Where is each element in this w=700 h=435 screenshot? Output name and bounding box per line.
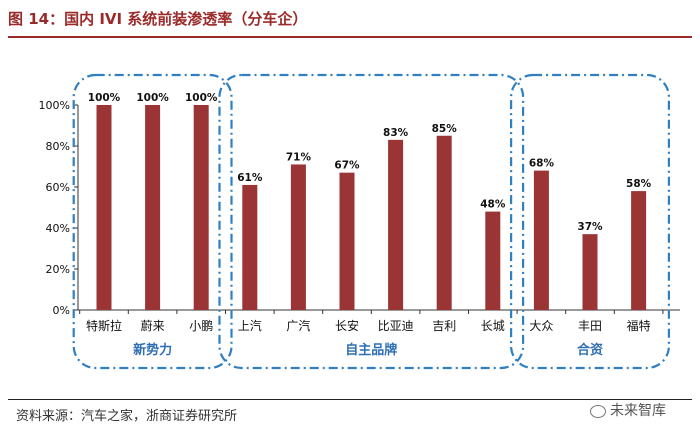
y-tick-label: 40% bbox=[46, 222, 70, 235]
group-boxes: 新势力 自主品牌 合资 bbox=[72, 73, 671, 370]
bar bbox=[436, 135, 452, 310]
data-label: 61% bbox=[237, 172, 263, 184]
data-label: 100% bbox=[185, 92, 218, 104]
title-underline bbox=[8, 36, 692, 38]
source-rule bbox=[8, 399, 692, 400]
data-label: 100% bbox=[136, 92, 169, 104]
x-tick-label: 蔚来 bbox=[141, 319, 165, 333]
data-label: 100% bbox=[88, 92, 121, 104]
bar bbox=[242, 184, 258, 310]
bar bbox=[339, 172, 355, 310]
x-tick-label: 小鹏 bbox=[189, 319, 213, 333]
data-label: 67% bbox=[334, 160, 360, 172]
bar bbox=[631, 191, 647, 310]
x-tick-label: 丰田 bbox=[578, 319, 602, 333]
bar bbox=[582, 234, 598, 310]
group-box bbox=[218, 73, 525, 370]
bar bbox=[388, 139, 404, 310]
x-tick-label: 吉利 bbox=[432, 319, 456, 333]
bar bbox=[290, 164, 306, 310]
y-tick-label: 80% bbox=[46, 140, 70, 153]
group-box bbox=[510, 73, 671, 370]
figure-title: 图 14：国内 IVI 系统前装渗透率（分车企） bbox=[8, 10, 308, 28]
x-tick-label: 特斯拉 bbox=[86, 318, 122, 333]
penetration-bar-chart: 0% 20% 40% 60% 80% 100% 特斯拉 蔚来 小鹏 上汽 广汽 长安 比亚迪 吉利 长城 大众… bbox=[39, 73, 680, 370]
data-label: 68% bbox=[529, 158, 555, 170]
data-label: 85% bbox=[432, 123, 458, 135]
bar bbox=[485, 211, 501, 310]
x-tick-label: 长城 bbox=[481, 319, 505, 333]
group-label: 自主品牌 bbox=[345, 342, 397, 358]
x-tick-label: 大众 bbox=[529, 319, 553, 333]
group-box bbox=[72, 73, 233, 370]
data-label: 71% bbox=[286, 151, 312, 163]
watermark-text: 未来智库 bbox=[610, 403, 666, 419]
data-label: 48% bbox=[480, 199, 506, 211]
y-tick-label: 100% bbox=[39, 99, 70, 112]
wechat-icon bbox=[590, 404, 606, 418]
data-label: 83% bbox=[383, 127, 409, 139]
x-tick-label: 上汽 bbox=[238, 318, 262, 333]
group-label: 新势力 bbox=[133, 342, 172, 358]
y-tick-label: 60% bbox=[46, 181, 70, 194]
chart-axes: 0% 20% 40% 60% 80% 100% 特斯拉 蔚来 小鹏 上汽 广汽 长安 比亚迪 吉利 长城 大众… bbox=[39, 99, 680, 333]
x-tick-label: 福特 bbox=[627, 318, 651, 333]
source-note: 资料来源：汽车之家，浙商证券研究所 bbox=[16, 409, 238, 424]
data-labels: 100% 100% 100% 61% 71% 67% 83% 85% 48% 68% 37% 58% bbox=[88, 92, 652, 233]
bar bbox=[145, 105, 161, 310]
bars bbox=[96, 105, 647, 310]
x-tick-label: 广汽 bbox=[286, 318, 310, 333]
bar bbox=[193, 105, 209, 310]
x-tick-label: 比亚迪 bbox=[378, 319, 414, 333]
bar bbox=[533, 170, 549, 310]
y-tick-label: 20% bbox=[46, 263, 70, 276]
bar bbox=[96, 105, 112, 310]
data-label: 58% bbox=[626, 178, 652, 190]
data-label: 37% bbox=[577, 221, 603, 233]
x-tick-label: 长安 bbox=[335, 318, 359, 333]
figure-header: 图 14：国内 IVI 系统前装渗透率（分车企） bbox=[0, 0, 700, 42]
group-label: 合资 bbox=[577, 342, 603, 358]
watermark: 未来智库 bbox=[590, 400, 666, 420]
y-tick-label: 0% bbox=[53, 304, 70, 317]
